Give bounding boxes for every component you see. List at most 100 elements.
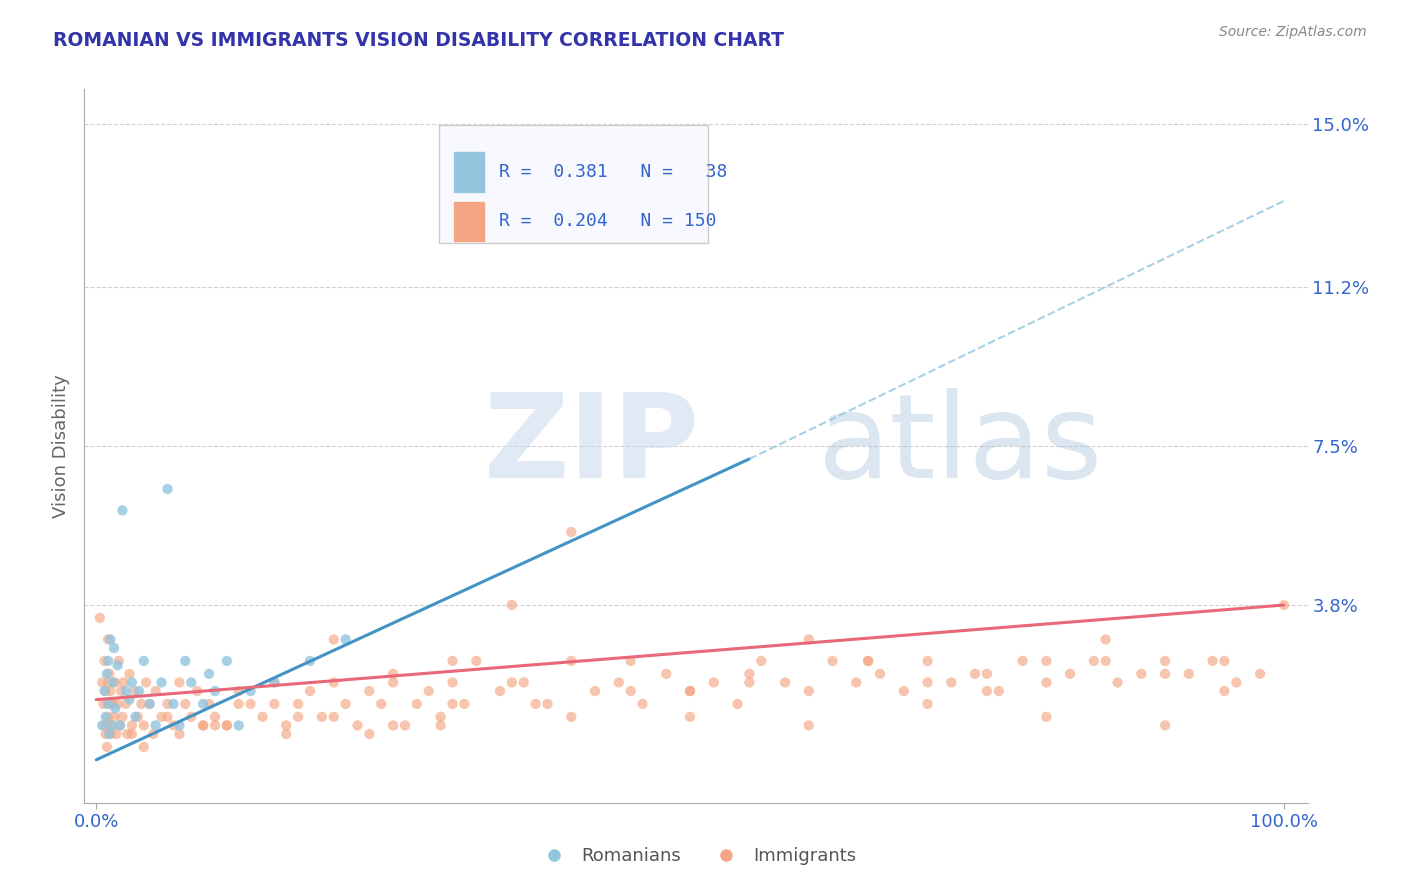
Point <box>797 718 820 732</box>
Point <box>287 697 309 711</box>
Point <box>162 697 184 711</box>
Point <box>1035 675 1057 690</box>
Point <box>215 718 238 732</box>
Point <box>215 718 238 732</box>
Point <box>382 718 405 732</box>
Point <box>97 675 120 690</box>
Point <box>169 718 191 732</box>
Point <box>115 684 138 698</box>
Point <box>89 611 111 625</box>
Point <box>128 684 150 698</box>
Text: ZIP: ZIP <box>484 389 700 503</box>
Point <box>856 654 879 668</box>
Point <box>1035 710 1057 724</box>
Point <box>276 727 298 741</box>
Point <box>1154 654 1177 668</box>
Point <box>287 710 309 724</box>
Point <box>93 654 115 668</box>
Point <box>976 684 998 698</box>
Point <box>453 697 475 711</box>
Point <box>1178 666 1201 681</box>
Point <box>97 710 120 724</box>
Point <box>96 739 118 754</box>
Point <box>1154 718 1177 732</box>
Point <box>100 718 122 732</box>
Point <box>103 641 125 656</box>
Point <box>1011 654 1033 668</box>
Point <box>631 697 654 711</box>
Point <box>298 684 321 698</box>
Point <box>1225 675 1247 690</box>
Point <box>228 697 250 711</box>
Point <box>263 675 285 690</box>
Point <box>97 654 120 668</box>
Point <box>773 675 796 690</box>
Point <box>150 710 173 724</box>
Point <box>1272 598 1295 612</box>
Point <box>1154 666 1177 681</box>
Point <box>893 684 915 698</box>
Point <box>93 684 115 698</box>
Point <box>100 632 122 647</box>
Point <box>703 675 725 690</box>
Point <box>100 684 122 698</box>
Point <box>107 697 129 711</box>
Point <box>138 697 160 711</box>
Point <box>169 727 191 741</box>
Point <box>131 697 153 711</box>
Point <box>103 710 125 724</box>
Point <box>382 666 405 681</box>
Point <box>679 684 702 698</box>
Point <box>263 697 285 711</box>
Point <box>429 718 451 732</box>
Point <box>607 675 630 690</box>
Point <box>118 692 141 706</box>
Point <box>162 718 184 732</box>
Point <box>1213 654 1236 668</box>
Point <box>252 710 274 724</box>
Point <box>110 684 132 698</box>
Point <box>145 718 167 732</box>
Point <box>749 654 772 668</box>
Point <box>276 718 298 732</box>
Point <box>132 718 155 732</box>
Point <box>124 710 146 724</box>
Point <box>94 710 117 724</box>
Point <box>174 697 197 711</box>
Point <box>101 675 124 690</box>
Point <box>101 697 124 711</box>
Point <box>394 718 416 732</box>
Point <box>1059 666 1081 681</box>
Point <box>204 710 226 724</box>
Point <box>797 684 820 698</box>
Point <box>215 654 238 668</box>
Point <box>169 675 191 690</box>
Point <box>100 718 122 732</box>
Point <box>97 697 120 711</box>
Point <box>620 684 643 698</box>
Point <box>191 718 214 732</box>
Point <box>489 684 512 698</box>
Point <box>727 697 749 711</box>
Point <box>322 675 344 690</box>
Point <box>132 739 155 754</box>
Point <box>976 666 998 681</box>
Point <box>104 675 127 690</box>
FancyBboxPatch shape <box>439 125 709 243</box>
Bar <box>454 202 484 241</box>
Point <box>115 697 138 711</box>
Point <box>156 482 179 496</box>
Point <box>239 697 262 711</box>
Point <box>111 503 134 517</box>
Text: ROMANIAN VS IMMIGRANTS VISION DISABILITY CORRELATION CHART: ROMANIAN VS IMMIGRANTS VISION DISABILITY… <box>53 31 785 50</box>
Point <box>228 718 250 732</box>
Point <box>429 710 451 724</box>
Point <box>94 684 117 698</box>
Point <box>98 697 121 711</box>
Text: Source: ZipAtlas.com: Source: ZipAtlas.com <box>1219 25 1367 39</box>
Point <box>346 718 368 732</box>
Point <box>560 654 582 668</box>
Point <box>382 675 405 690</box>
Point <box>370 697 392 711</box>
Point <box>987 684 1010 698</box>
